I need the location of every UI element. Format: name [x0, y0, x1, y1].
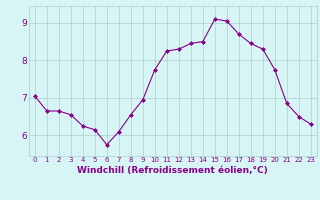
X-axis label: Windchill (Refroidissement éolien,°C): Windchill (Refroidissement éolien,°C) — [77, 166, 268, 175]
